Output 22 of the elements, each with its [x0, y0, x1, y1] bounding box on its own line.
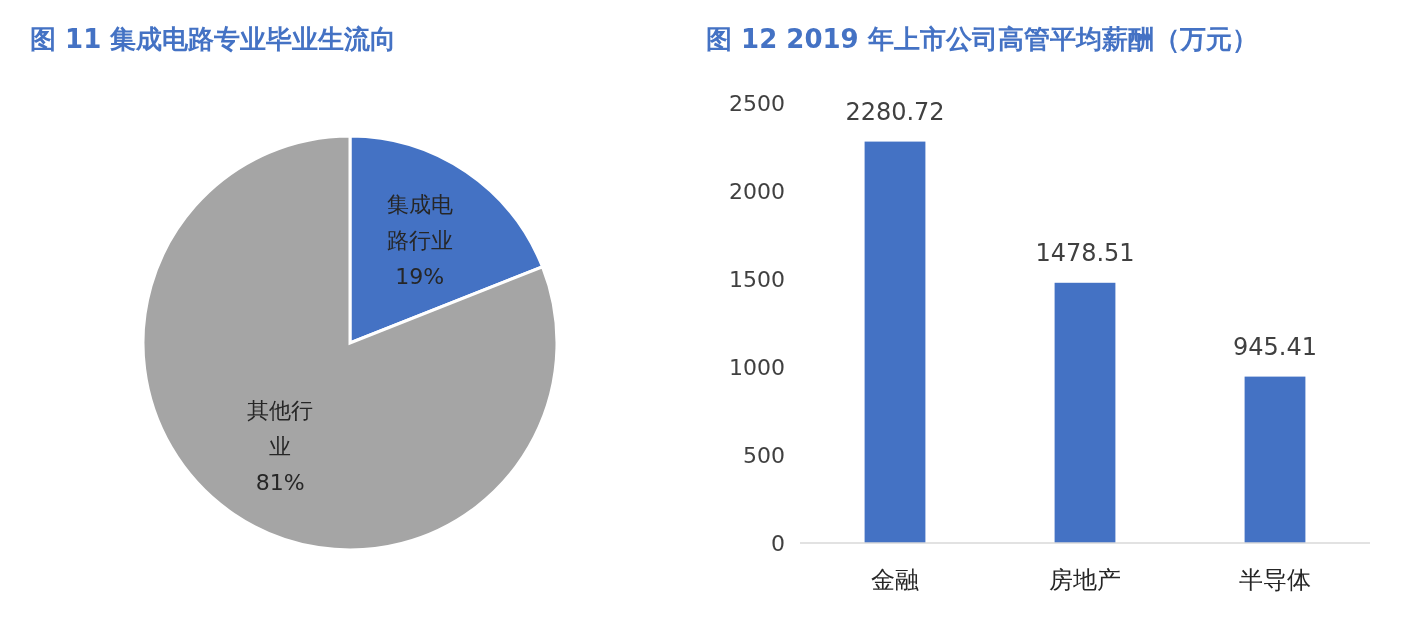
y-tick-label: 2000 — [729, 178, 785, 204]
data-label: 19% — [395, 264, 445, 290]
chart-title: 图 12 2019 年上市公司高管平均薪酬（万元） — [706, 24, 1258, 54]
data-label: 1478.51 — [1035, 238, 1135, 267]
slice-label: 其他行业 — [247, 397, 314, 459]
y-tick-label: 1500 — [729, 266, 785, 292]
x-tick-label: 半导体 — [1239, 566, 1311, 594]
data-label: 2280.72 — [845, 97, 945, 126]
y-tick-label: 0 — [771, 530, 785, 556]
bar — [1244, 376, 1306, 543]
y-tick-label: 500 — [743, 442, 785, 468]
bar — [864, 141, 926, 543]
data-label: 81% — [255, 469, 305, 495]
slice-label: 集成电路行业 — [386, 192, 453, 254]
data-label: 945.41 — [1233, 332, 1317, 361]
x-tick-label: 房地产 — [1049, 566, 1121, 594]
pie-slice — [141, 134, 559, 552]
y-tick-label: 2500 — [729, 90, 785, 116]
y-tick-label: 1000 — [729, 354, 785, 380]
x-tick-label: 金融 — [871, 566, 919, 594]
chart-title: 图 11 集成电路专业毕业生流向 — [30, 24, 397, 54]
bar — [1054, 282, 1116, 543]
